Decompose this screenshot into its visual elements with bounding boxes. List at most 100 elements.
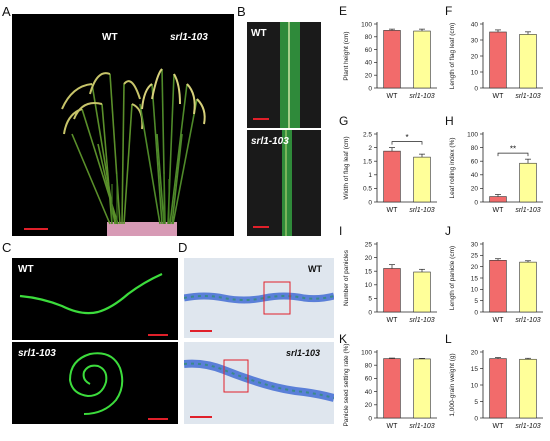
y-tick-label: 100 bbox=[361, 21, 372, 28]
y-tick-label: 5 bbox=[474, 399, 478, 406]
bar bbox=[413, 156, 431, 203]
y-tick-label: 0 bbox=[368, 415, 372, 422]
bar bbox=[383, 150, 401, 203]
x-tick-label: WT bbox=[387, 317, 399, 324]
panel-b-wt-leaf-photo: WT bbox=[247, 22, 321, 128]
panel-label: K bbox=[339, 332, 347, 346]
panel-label-b: B bbox=[237, 4, 246, 19]
y-tick-label: 10 bbox=[365, 282, 373, 289]
x-tick-label: WT bbox=[493, 93, 505, 100]
bar bbox=[519, 358, 537, 419]
bar-chart-h: H Leaf rolling index (%) 0 20 40 60 80 100 WT srl… bbox=[443, 112, 549, 220]
y-tick-label: 10 bbox=[471, 287, 479, 294]
bar-chart-j: J Length of panicle (cm) 0 5 10 15 20 25 30 WT srl… bbox=[443, 222, 549, 330]
y-tick-label: 15 bbox=[471, 366, 479, 373]
panel-a-mutant-label: srl1-103 bbox=[170, 32, 208, 43]
panel-d-mutant-scale-bar bbox=[190, 416, 212, 418]
y-tick-label: 0 bbox=[368, 199, 372, 206]
x-tick-label: srl1-103 bbox=[515, 423, 540, 430]
x-tick-label: WT bbox=[387, 207, 399, 214]
x-tick-label: srl1-103 bbox=[409, 207, 434, 214]
y-tick-label: 20 bbox=[471, 264, 479, 271]
bar bbox=[383, 268, 401, 313]
y-tick-label: 20 bbox=[365, 255, 373, 262]
bar-chart-k: K Panicle seed setting rate (%) 0 20 40 60 80 1… bbox=[337, 330, 443, 436]
y-axis-label: Leaf rolling index (%) bbox=[449, 137, 456, 198]
x-tick-label: srl1-103 bbox=[409, 423, 434, 430]
y-tick-label: 100 bbox=[361, 349, 372, 356]
panel-label: I bbox=[339, 224, 342, 238]
panel-a-scale-bar bbox=[24, 228, 48, 230]
bar bbox=[383, 30, 401, 89]
rice-plants-illustration bbox=[61, 68, 206, 236]
y-tick-label: 5 bbox=[474, 298, 478, 305]
y-axis-label: 1,000-grain weight (g) bbox=[449, 353, 456, 416]
y-tick-label: 0 bbox=[474, 415, 478, 422]
y-tick-label: 20 bbox=[471, 186, 479, 193]
y-tick-label: 80 bbox=[365, 363, 373, 370]
y-axis-label: Length of panicle (cm) bbox=[449, 246, 456, 310]
y-tick-label: 60 bbox=[471, 159, 479, 166]
panel-d-wt-scale-bar bbox=[190, 330, 212, 332]
panel-b-mutant-leaf-photo: srl1-103 bbox=[247, 130, 321, 236]
chart-svg: F Length of flag leaf (cm) 0 10 20 30 40 WT srl1… bbox=[445, 4, 543, 100]
y-axis-label: Panicle seed setting rate (%) bbox=[343, 343, 350, 426]
y-tick-label: 30 bbox=[471, 37, 479, 44]
y-tick-label: 15 bbox=[365, 269, 373, 276]
panel-b-mutant-scale-bar bbox=[253, 226, 269, 228]
x-tick-label: WT bbox=[493, 423, 505, 430]
panel-label-a: A bbox=[2, 4, 11, 19]
y-axis-label: Number of panicles bbox=[343, 249, 350, 306]
x-tick-label: srl1-103 bbox=[409, 317, 434, 324]
bar bbox=[519, 162, 537, 203]
mutant-flag-leaf-illustration bbox=[282, 130, 292, 236]
mutant-leaf-section-illustration bbox=[68, 352, 124, 415]
y-tick-label: 2.5 bbox=[363, 131, 372, 138]
wt-leaf-section-illustration bbox=[19, 272, 163, 315]
y-tick-label: 25 bbox=[471, 253, 479, 260]
x-tick-label: WT bbox=[387, 93, 399, 100]
y-tick-label: 0 bbox=[368, 85, 372, 92]
y-tick-label: 40 bbox=[471, 21, 479, 28]
bar bbox=[413, 271, 431, 313]
y-tick-label: 1.5 bbox=[363, 159, 372, 166]
bar bbox=[489, 260, 507, 313]
y-tick-label: 2 bbox=[368, 145, 372, 152]
x-tick-label: srl1-103 bbox=[409, 93, 434, 100]
bar bbox=[489, 31, 507, 89]
bar bbox=[413, 358, 431, 419]
y-tick-label: 20 bbox=[365, 402, 373, 409]
bar-chart-e: E Plant height (cm) 0 20 40 60 80 100 WT srl1-103 bbox=[337, 2, 443, 106]
x-tick-label: WT bbox=[493, 207, 505, 214]
y-tick-label: 5 bbox=[368, 296, 372, 303]
bar bbox=[519, 34, 537, 89]
panel-a-wt-label: WT bbox=[102, 32, 118, 43]
panel-label-c: C bbox=[2, 240, 12, 255]
y-tick-label: 30 bbox=[471, 241, 479, 248]
y-tick-label: 80 bbox=[471, 145, 479, 152]
y-tick-label: 60 bbox=[365, 47, 373, 54]
panel-d-wt-label: WT bbox=[308, 264, 322, 274]
panel-c-mutant-scale-bar bbox=[148, 418, 168, 420]
panel-c-wt-scale-bar bbox=[148, 334, 168, 336]
y-tick-label: 40 bbox=[471, 172, 479, 179]
chart-svg: H Leaf rolling index (%) 0 20 40 60 80 100 WT srl… bbox=[445, 114, 543, 214]
panel-label: H bbox=[445, 114, 454, 128]
significance-bracket bbox=[497, 152, 529, 157]
panel-c-mutant-section-photo: srl1-103 bbox=[12, 342, 178, 424]
panel-b-wt-label: WT bbox=[251, 28, 267, 39]
significance-label: ** bbox=[510, 145, 516, 154]
y-axis-label: Plant height (cm) bbox=[343, 31, 350, 80]
y-axis-label: Length of flag leaf (cm) bbox=[449, 23, 456, 89]
x-tick-label: srl1-103 bbox=[515, 93, 540, 100]
x-tick-label: WT bbox=[387, 423, 399, 430]
y-tick-label: 40 bbox=[365, 60, 373, 67]
chart-svg: J Length of panicle (cm) 0 5 10 15 20 25 30 WT srl… bbox=[445, 224, 543, 324]
y-tick-label: 1 bbox=[368, 172, 372, 179]
y-tick-label: 80 bbox=[365, 34, 373, 41]
panel-d-wt-histology-photo: WT bbox=[184, 258, 334, 338]
panel-c-wt-section-photo: WT bbox=[12, 258, 178, 340]
y-tick-label: 15 bbox=[471, 275, 479, 282]
bar-chart-f: F Length of flag leaf (cm) 0 10 20 30 40 WT srl1… bbox=[443, 2, 549, 106]
panel-label: F bbox=[445, 4, 452, 18]
